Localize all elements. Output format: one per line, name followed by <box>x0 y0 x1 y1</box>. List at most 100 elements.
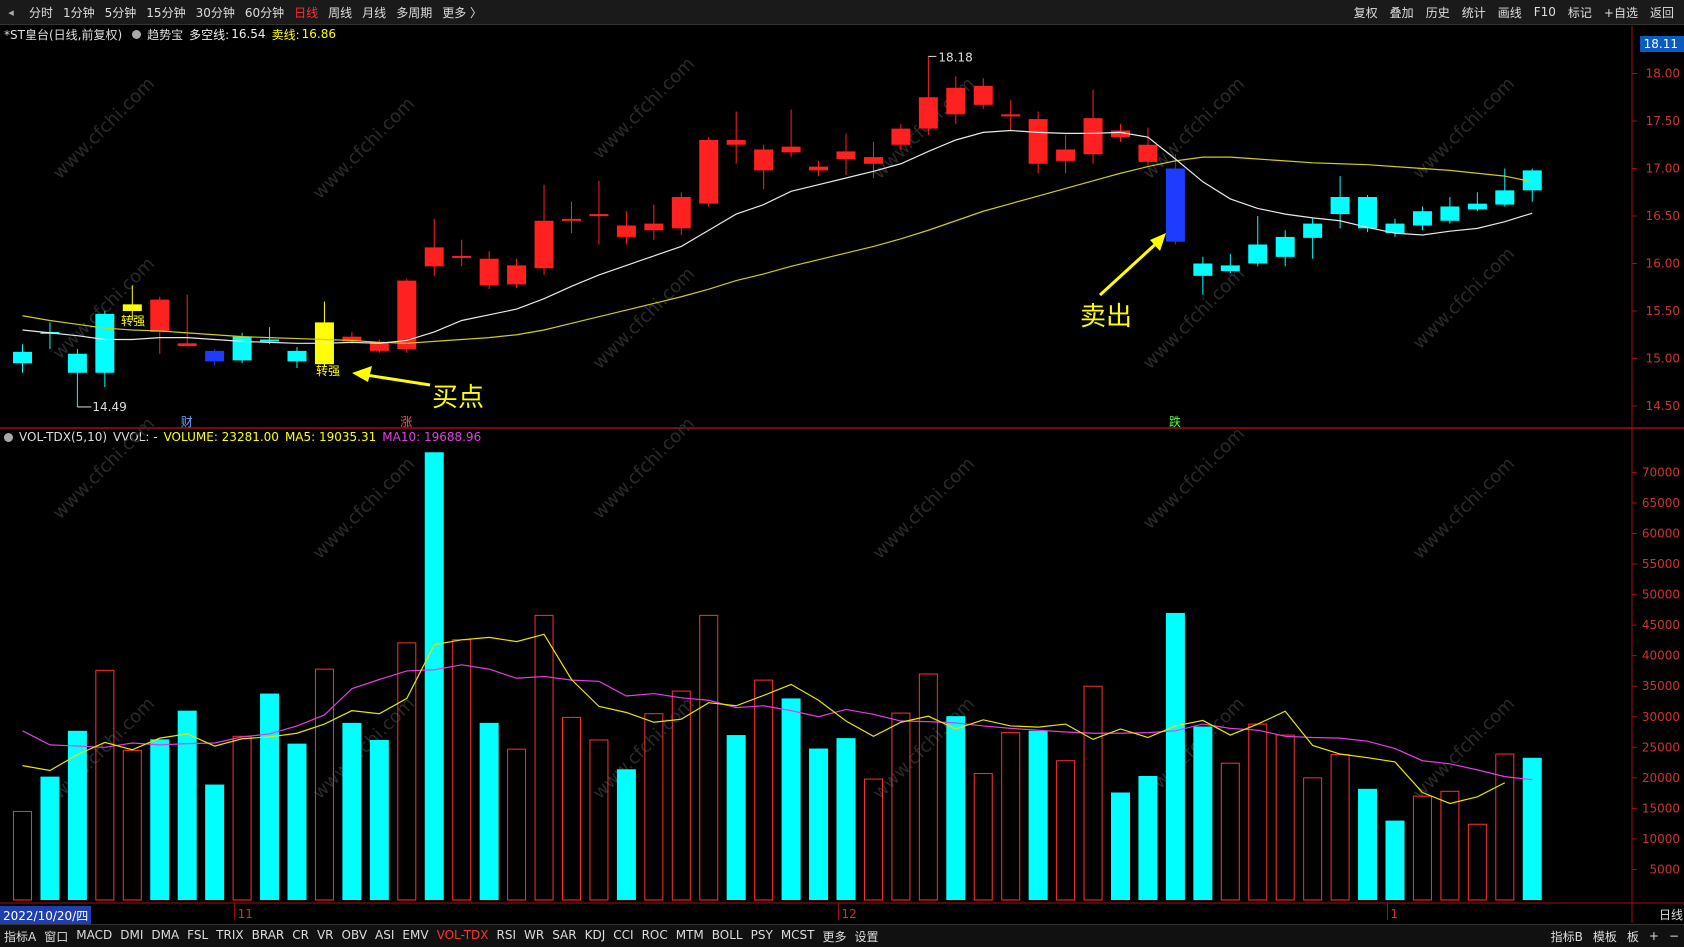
volume-bar-10 <box>287 743 307 900</box>
vol-label-0: 70000 <box>1642 465 1680 479</box>
indicator-list: 指标A 窗口 MACD DMI DMA FSL TRIX BRAR CR VR OBV ASI EMV V… <box>0 928 883 945</box>
tool-3[interactable]: 统计 <box>1461 5 1486 20</box>
period-7[interactable]: 周线 <box>328 5 353 20</box>
indicator-tab-24[interactable]: 更多 <box>822 929 847 944</box>
volume-bar-35 <box>973 773 993 901</box>
indicator-toggle-icon[interactable] <box>132 29 142 39</box>
indicator-tab-0[interactable]: 指标A <box>4 929 37 944</box>
low-label: 14.49 <box>92 400 126 414</box>
indicator-tab-6[interactable]: TRIX <box>216 927 244 942</box>
vol-label-11: 15000 <box>1642 801 1680 815</box>
period-10[interactable]: 更多 〉 <box>442 5 483 20</box>
indicator-tab-7[interactable]: BRAR <box>251 927 285 942</box>
volume-bar-33 <box>918 673 938 901</box>
indicator-tab-2[interactable]: MACD <box>76 927 113 942</box>
bottom-tool-3[interactable]: + <box>1648 929 1659 943</box>
tool-0[interactable]: 复权 <box>1353 5 1378 20</box>
main-chart-info: *ST皇台(日线,前复权) 趋势宝 多空线: 16.54 卖线: 16.86 <box>0 26 336 42</box>
vol-indicator-name[interactable]: VOL-TDX(5,10) <box>19 430 108 444</box>
candle-body-26 <box>726 140 746 145</box>
period-5[interactable]: 60分钟 <box>244 5 285 20</box>
zhang-marker: 涨 <box>400 414 412 429</box>
bottom-tool-1[interactable]: 模板 <box>1592 929 1617 944</box>
volume-toggle-icon[interactable] <box>4 432 13 442</box>
month-1-label: 1 <box>1391 907 1399 921</box>
volume-bar-2 <box>67 730 87 900</box>
cai-marker: 财 <box>181 415 193 429</box>
volume-bar-3 <box>95 669 115 901</box>
bottom-tool-2[interactable]: 板 <box>1626 929 1639 944</box>
indicator-tab-13[interactable]: VOL-TDX <box>436 927 489 942</box>
indicator-tab-1[interactable]: 窗口 <box>44 929 69 944</box>
candle-body-16 <box>452 255 472 258</box>
candle-body-54 <box>1495 190 1515 205</box>
candle-body-15 <box>424 247 444 267</box>
duokong-value: 16.54 <box>231 27 266 41</box>
volume-bar-51 <box>1412 795 1432 901</box>
indicator-tab-21[interactable]: BOLL <box>711 927 743 942</box>
period-8[interactable]: 月线 <box>362 5 387 20</box>
indicator-tab-5[interactable]: FSL <box>187 927 209 942</box>
price-label-0: 18.00 <box>1646 67 1680 81</box>
indicator-tab-22[interactable]: PSY <box>750 927 773 942</box>
period-2[interactable]: 5分钟 <box>104 5 137 20</box>
indicator-tab-23[interactable]: MCST <box>780 927 815 942</box>
indicator-tab-14[interactable]: RSI <box>496 927 517 942</box>
candle-body-28 <box>781 146 801 153</box>
volume-bar-1 <box>40 776 60 900</box>
indicator-tab-9[interactable]: VR <box>316 927 334 942</box>
candle-body-35 <box>973 85 993 105</box>
candle-body-13 <box>369 342 389 351</box>
volume-bar-23 <box>644 713 664 901</box>
tool-1[interactable]: 叠加 <box>1389 5 1414 20</box>
indicator-tab-8[interactable]: CR <box>292 927 309 942</box>
volume-bar-13 <box>369 739 389 900</box>
candle-body-12 <box>342 336 362 342</box>
indicator-tab-18[interactable]: CCI <box>613 927 634 942</box>
tool-2[interactable]: 历史 <box>1425 5 1450 20</box>
tool-5[interactable]: F10 <box>1533 5 1556 19</box>
current-price-box: 18.11 <box>1639 36 1684 52</box>
period-1[interactable]: 1分钟 <box>63 5 95 20</box>
indicator-name[interactable]: 趋势宝 <box>147 27 184 42</box>
bottom-tool-4[interactable]: − <box>1668 929 1679 943</box>
price-label-7: 14.50 <box>1646 399 1680 413</box>
period-4[interactable]: 30分钟 <box>195 5 235 20</box>
period-0[interactable]: 分时 <box>29 5 54 20</box>
tool-4[interactable]: 画线 <box>1497 5 1522 20</box>
period-9[interactable]: 多周期 <box>396 5 433 20</box>
trend-line <box>22 129 1533 344</box>
volume-bar-21 <box>589 739 609 901</box>
volume-bar-27 <box>754 679 774 901</box>
watermark-20: www.cfchi.com <box>1139 263 1249 373</box>
indicator-tab-10[interactable]: OBV <box>341 927 368 942</box>
indicator-tab-25[interactable]: 设置 <box>854 929 879 944</box>
volume-bar-6 <box>177 710 197 900</box>
candle-body-3 <box>95 313 115 373</box>
watermark-1: www.cfchi.com <box>309 93 419 203</box>
menu-icon[interactable]: ◂ <box>8 5 14 19</box>
tool-7[interactable]: +自选 <box>1603 5 1638 20</box>
volume-bar-49 <box>1358 788 1378 900</box>
volume-bar-36 <box>1001 732 1021 901</box>
indicator-tab-20[interactable]: MTM <box>675 927 704 942</box>
zhuanqiang-label-2: 转强 <box>316 363 340 378</box>
indicator-tab-17[interactable]: KDJ <box>584 927 606 942</box>
indicator-tab-4[interactable]: DMA <box>151 927 180 942</box>
tool-8[interactable]: 返回 <box>1649 5 1674 20</box>
indicator-tab-19[interactable]: ROC <box>641 927 668 942</box>
bottom-tool-0[interactable]: 指标B <box>1550 929 1583 944</box>
indicator-tab-16[interactable]: SAR <box>552 927 577 942</box>
period-6[interactable]: 日线 <box>294 5 319 20</box>
indicator-tab-12[interactable]: EMV <box>402 927 429 942</box>
period-label: 日线 <box>1658 908 1683 922</box>
volume-bar-34 <box>946 716 966 900</box>
vol-label-4: 50000 <box>1642 588 1680 602</box>
indicator-tab-3[interactable]: DMI <box>120 927 144 942</box>
indicator-tab-15[interactable]: WR <box>524 927 545 942</box>
tool-6[interactable]: 标记 <box>1567 5 1592 20</box>
candle-body-41 <box>1138 144 1158 162</box>
indicator-tab-11[interactable]: ASI <box>375 927 395 942</box>
period-3[interactable]: 15分钟 <box>146 5 186 20</box>
